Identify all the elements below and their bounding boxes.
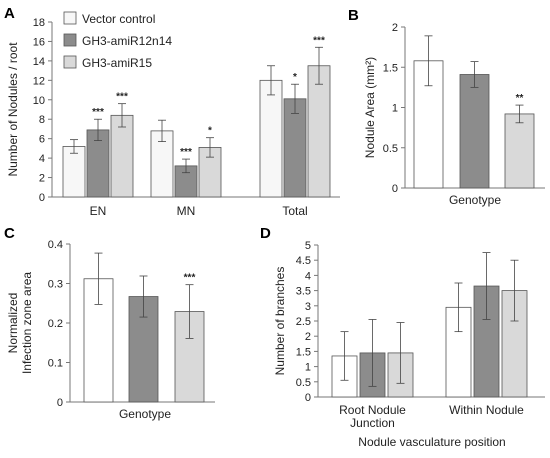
panel-a-y-tick-label: 2	[39, 173, 45, 185]
panel-b-y-tick-label: 1.5	[383, 62, 398, 74]
panel-b-x-axis-title: Genotype	[449, 193, 501, 207]
panel-a-bar	[259, 79, 283, 198]
panel-a-y-tick-label: 10	[33, 95, 45, 107]
panel-d-category-label: Root Nodule	[339, 403, 406, 417]
panel-a-significance-label: *	[293, 72, 297, 83]
panel-a-significance-label: ***	[180, 147, 192, 158]
panel-a-category-label: MN	[177, 204, 196, 218]
panel-c-y-tick-label: 0	[57, 397, 63, 409]
panel-a-bar	[307, 65, 331, 198]
legend-label: Vector control	[82, 12, 155, 26]
panel-c-y-axis-title-line2: Infection zone area	[20, 272, 34, 374]
panel-c-y-axis-title-line1: Normalized	[6, 293, 20, 354]
panel-c-x-axis-title: Genotype	[119, 407, 171, 421]
panel-d-y-tick-label: 0	[305, 392, 311, 404]
panel-a-bar	[110, 114, 134, 198]
panel-a-y-tick-label: 0	[39, 192, 45, 204]
panel-d-y-tick-label: 3	[305, 301, 311, 313]
legend-swatch	[63, 33, 77, 47]
panel-c-y-tick-label: 0.3	[48, 279, 63, 291]
panel-c-significance-label: ***	[184, 273, 196, 284]
panel-b-y-tick-label: 0.5	[383, 143, 398, 155]
panel-c-y-tick-label: 0.4	[48, 239, 63, 251]
panel-d-x-axis-title: Nodule vasculature position	[358, 435, 505, 449]
panel-c-y-tick-label: 0.1	[48, 358, 63, 370]
panel-a-category-label: Total	[282, 204, 307, 218]
legend-label: GH3-amiR12n14	[82, 34, 172, 48]
panel-b-bar	[459, 74, 490, 189]
panel-a-y-tick-label: 4	[39, 153, 45, 165]
panel-a-significance-label: ***	[92, 107, 104, 118]
panel-a-category-label: EN	[90, 204, 107, 218]
panel-b-y-tick-label: 2	[392, 22, 398, 34]
panel-d-y-tick-label: 2	[305, 331, 311, 343]
panel-a-significance-label: *	[208, 126, 212, 137]
panel-a-significance-label: ***	[116, 92, 128, 103]
panel-label-d: D	[260, 225, 271, 242]
panel-a-y-tick-label: 14	[33, 56, 45, 68]
panel-a-y-tick-label: 12	[33, 75, 45, 87]
panel-c-y-tick-label: 0.2	[48, 318, 63, 330]
panel-b-y-tick-label: 0	[392, 183, 398, 195]
panel-d-category-label: Junction	[350, 416, 395, 430]
panel-d-y-tick-label: 1.5	[296, 346, 311, 358]
legend-label: GH3-amiR15	[82, 56, 152, 70]
panel-d-y-tick-label: 0.5	[296, 377, 311, 389]
panel-a-significance-label: ***	[313, 35, 325, 46]
legend-swatch	[63, 11, 77, 25]
panel-b-significance-label: **	[516, 93, 524, 104]
panel-a-y-tick-label: 6	[39, 134, 45, 146]
panel-a-y-tick-label: 8	[39, 114, 45, 126]
panel-b-bar	[504, 113, 535, 189]
panel-d-y-axis-title: Number of branches	[273, 267, 287, 376]
panel-d-y-tick-label: 1	[305, 362, 311, 374]
panel-d-y-tick-label: 4.5	[296, 255, 311, 267]
panel-label-b: B	[348, 7, 359, 24]
panel-d-y-tick-label: 4	[305, 270, 311, 282]
panel-d-y-tick-label: 3.5	[296, 286, 311, 298]
panel-d-category-label: Within Nodule	[449, 403, 524, 417]
panel-a-y-tick-label: 16	[33, 36, 45, 48]
panel-d-y-tick-label: 5	[305, 240, 311, 252]
panel-label-c: C	[4, 225, 15, 242]
panel-a-y-tick-label: 18	[33, 17, 45, 29]
panel-b-y-tick-label: 1	[392, 103, 398, 115]
legend-swatch	[63, 55, 77, 69]
panel-label-a: A	[4, 5, 15, 22]
panel-a-y-axis-title: Number of Nodules / root	[6, 42, 20, 177]
panel-d-y-tick-label: 2.5	[296, 316, 311, 328]
panel-a-bar	[62, 146, 86, 198]
panel-b-y-axis-title: Nodule Area (mm²)	[363, 57, 377, 158]
